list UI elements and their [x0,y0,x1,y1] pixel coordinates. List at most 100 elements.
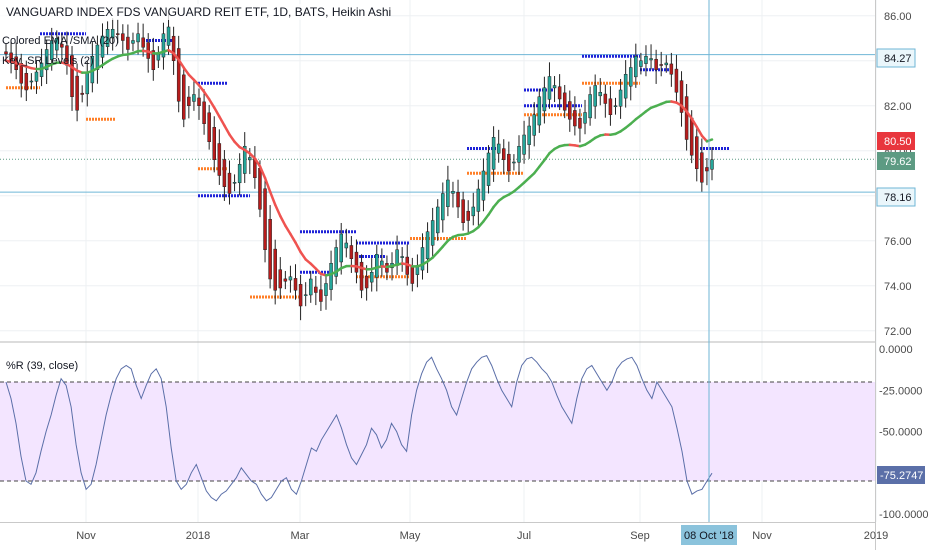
candle-body [334,247,338,277]
candle-body [258,167,262,210]
candle-body [679,80,684,113]
candle-body [710,159,714,170]
indicator-ema-label[interactable]: Colored EMA /SMA (20) [2,35,119,47]
ema-segment [202,90,211,101]
candle-body [573,110,577,127]
candle-body [446,179,450,207]
oscillator-value-badge: -75.2747 [877,466,925,484]
price-tick-label: 74.00 [884,281,912,293]
ema-segment [263,176,272,193]
time-tick-label: Jul [517,530,531,542]
candle-body [121,33,125,41]
candle-body [75,75,79,111]
ema-line [4,48,714,277]
candle-body [684,96,689,140]
time-tick-label: Sep [630,530,650,542]
candle-body [441,193,445,221]
ema-segment [492,199,500,209]
price-tick-label: 76.00 [884,236,912,248]
ema-segment [680,104,688,113]
candle-body [166,26,171,46]
candle-body [435,206,440,234]
ema-segment [685,110,693,120]
candle-body [466,210,470,221]
candle-body [380,260,384,266]
candle-body [126,36,130,50]
oscillator-tick-label: 0.0000 [879,344,913,356]
candle-body [70,55,74,97]
ema-segment [487,205,495,216]
candle-body [664,62,669,66]
candle-body [344,242,349,249]
candle-body [44,49,49,71]
candle-body [562,92,567,111]
candle-body [161,33,166,58]
candle-body [608,98,613,115]
candle-body [182,74,186,120]
crosshair-date-badge: 08 Oct '18 [681,525,737,545]
candle-body [197,97,201,107]
candle-body [329,263,333,290]
legend-backdrop [0,4,375,20]
candle-body [19,63,23,84]
candle-body [314,286,318,293]
candle-body [171,35,176,62]
candle-body [583,112,587,124]
candle-body [512,161,516,164]
ema-segment [299,250,307,261]
oscillator-axis[interactable]: 0.0000 -25.0000 -50.0000 -100.0000 [879,344,929,521]
candle-body [598,92,603,97]
candle-body [176,48,181,102]
candle-body [283,278,288,282]
candle-body [430,220,435,246]
cursor-price-text: 78.16 [884,192,912,204]
ema-segment [279,214,287,227]
candle-body [34,71,39,82]
candle-body [141,37,145,48]
williams-r-line [5,354,713,502]
candle-body [4,51,8,55]
candle-body [654,58,658,71]
candle-body [60,43,64,48]
candle-body [339,233,343,263]
ema-price-text: 80.50 [884,136,912,148]
candle-body [324,283,328,296]
candle-body [552,85,557,89]
candle-body [502,148,506,160]
oscillator-title[interactable]: %R (39, close) [6,360,78,372]
ema-segment [212,106,221,118]
candle-body [456,192,460,208]
candle-body [49,40,54,60]
candle-body [207,112,211,142]
candle-body [354,251,359,273]
ema-segment [228,133,236,143]
ema-segment [273,203,282,218]
indicator-sr-label[interactable]: Key_SR Levels (2) [2,55,94,67]
oscillator-tick-label: -25.0000 [879,385,922,397]
ema-segment [172,52,180,62]
crosshair-date-text: 08 Oct '18 [684,530,734,542]
candle-body [517,146,521,163]
candle-body [542,87,547,112]
candle-body [222,159,227,187]
candle-body [603,93,608,104]
candle-body [461,199,465,223]
candle-body [369,272,374,283]
candle-body [547,76,552,100]
candle-body [471,206,476,217]
time-axis[interactable]: Nov 2018 Mar May Jul Sep Nov 2019 [76,530,888,542]
candle-body [131,40,135,44]
ema-segment [482,213,490,223]
time-tick-label: 2019 [864,530,888,542]
ema-segment [207,97,216,109]
candle-body [29,80,34,83]
candle-body [268,218,272,280]
candle-body [705,167,709,172]
candle-body [248,157,252,161]
candle-body [557,86,562,100]
candle-body [578,117,582,129]
williams-r-path [5,354,713,502]
oscillator-value-text: -75.2747 [880,470,923,482]
candle-body [136,33,140,43]
candle-body [476,188,481,212]
